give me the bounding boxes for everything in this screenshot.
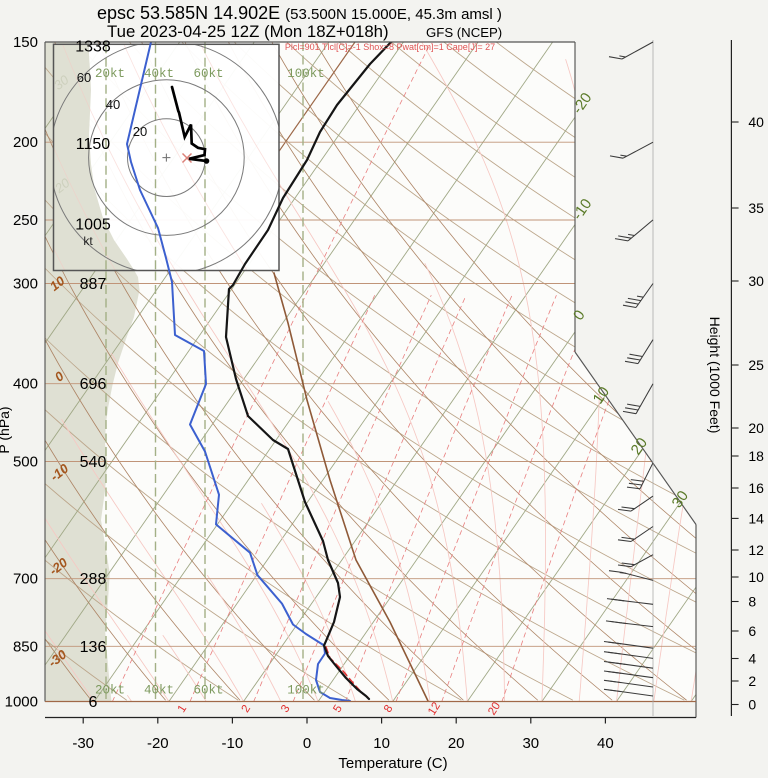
svg-text:-10: -10 xyxy=(222,735,244,752)
svg-text:100kt: 100kt xyxy=(287,67,325,81)
svg-text:288: 288 xyxy=(80,571,107,588)
svg-text:10: 10 xyxy=(748,569,764,585)
svg-text:540: 540 xyxy=(80,454,107,471)
svg-text:40: 40 xyxy=(748,114,764,130)
svg-text:10: 10 xyxy=(373,735,390,752)
svg-text:Plcl=901 Tlcl[C]=-1 Shox=8 Pwa: Plcl=901 Tlcl[C]=-1 Shox=8 Pwat[cm]=1 Ca… xyxy=(285,42,495,52)
svg-text:20: 20 xyxy=(486,700,503,717)
svg-text:150: 150 xyxy=(13,34,38,51)
svg-text:696: 696 xyxy=(80,376,107,393)
svg-text:20: 20 xyxy=(448,735,465,752)
svg-text:1150: 1150 xyxy=(76,136,111,153)
svg-text:40: 40 xyxy=(106,97,120,112)
svg-text:6: 6 xyxy=(89,694,98,711)
svg-text:6: 6 xyxy=(748,623,756,639)
svg-text:400: 400 xyxy=(13,376,38,393)
svg-text:20kt: 20kt xyxy=(95,67,125,81)
svg-text:30: 30 xyxy=(522,735,539,752)
svg-text:-20: -20 xyxy=(147,735,169,752)
svg-text:1: 1 xyxy=(176,703,190,715)
svg-text:20: 20 xyxy=(628,435,651,458)
svg-text:40kt: 40kt xyxy=(144,684,174,698)
svg-text:35: 35 xyxy=(748,200,764,216)
svg-text:2: 2 xyxy=(240,703,254,715)
svg-text:3: 3 xyxy=(279,703,293,715)
svg-text:25: 25 xyxy=(748,357,764,373)
svg-text:887: 887 xyxy=(80,276,107,293)
svg-text:2: 2 xyxy=(748,673,756,689)
svg-text:20kt: 20kt xyxy=(95,684,125,698)
svg-text:40: 40 xyxy=(597,735,614,752)
svg-text:5: 5 xyxy=(331,703,345,715)
svg-text:GFS (NCEP): GFS (NCEP) xyxy=(426,25,502,40)
svg-text:kt: kt xyxy=(83,234,93,248)
svg-text:250: 250 xyxy=(13,212,38,229)
svg-text:4: 4 xyxy=(748,651,756,667)
svg-text:1000: 1000 xyxy=(5,694,38,711)
svg-text:epsc 53.585N 14.902E (53.500N: epsc 53.585N 14.902E (53.500N 15.000E, 4… xyxy=(97,3,502,23)
svg-text:60kt: 60kt xyxy=(193,67,223,81)
svg-text:700: 700 xyxy=(13,571,38,588)
svg-text:200: 200 xyxy=(13,134,38,151)
svg-text:P (hPa): P (hPa) xyxy=(0,406,12,453)
svg-text:8: 8 xyxy=(382,703,396,715)
svg-text:500: 500 xyxy=(13,454,38,471)
svg-text:0: 0 xyxy=(303,735,311,752)
svg-text:300: 300 xyxy=(13,276,38,293)
svg-text:14: 14 xyxy=(748,510,764,526)
svg-text:12: 12 xyxy=(748,542,764,558)
svg-text:40kt: 40kt xyxy=(144,67,174,81)
svg-text:10: 10 xyxy=(590,384,613,407)
svg-text:12: 12 xyxy=(426,700,443,717)
svg-text:-30: -30 xyxy=(72,735,94,752)
svg-text:0: 0 xyxy=(748,697,756,713)
svg-text:1338: 1338 xyxy=(75,39,111,56)
svg-text:Tue 2023-04-25 12Z (Mon 18Z+01: Tue 2023-04-25 12Z (Mon 18Z+018h) xyxy=(107,22,389,41)
svg-text:20: 20 xyxy=(133,124,147,139)
svg-text:18: 18 xyxy=(748,448,764,464)
svg-text:30: 30 xyxy=(748,273,764,289)
svg-text:16: 16 xyxy=(748,480,764,496)
svg-text:850: 850 xyxy=(13,639,38,656)
svg-text:60: 60 xyxy=(77,70,91,85)
svg-text:Temperature (C): Temperature (C) xyxy=(338,755,447,772)
svg-text:60kt: 60kt xyxy=(193,684,223,698)
svg-text:8: 8 xyxy=(748,594,756,610)
svg-text:100kt: 100kt xyxy=(287,684,325,698)
svg-text:136: 136 xyxy=(80,639,107,656)
svg-text:20: 20 xyxy=(748,420,764,436)
svg-text:1005: 1005 xyxy=(75,217,111,234)
svg-text:30: 30 xyxy=(669,488,692,511)
svg-text:Height (1000 Feet): Height (1000 Feet) xyxy=(707,317,723,434)
